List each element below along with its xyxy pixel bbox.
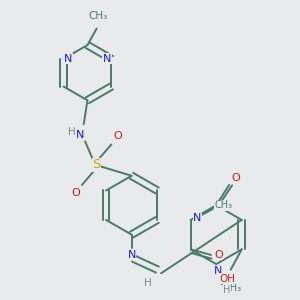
Text: N: N [128, 250, 136, 260]
Text: H: H [144, 278, 152, 287]
Text: O: O [113, 131, 122, 141]
Text: N: N [103, 54, 111, 64]
Text: S: S [92, 158, 101, 171]
Text: O: O [231, 173, 240, 183]
Text: N: N [214, 266, 222, 277]
Text: H: H [68, 127, 76, 136]
Text: N: N [76, 130, 84, 140]
Text: O: O [214, 250, 223, 260]
Text: H: H [223, 285, 231, 295]
Text: N: N [193, 213, 202, 223]
Text: OH: OH [219, 274, 235, 284]
Text: CH₃: CH₃ [89, 11, 108, 21]
Text: N: N [64, 54, 72, 64]
Text: CH₃: CH₃ [215, 200, 233, 210]
Text: CH₃: CH₃ [224, 283, 242, 293]
Text: O: O [71, 188, 80, 198]
